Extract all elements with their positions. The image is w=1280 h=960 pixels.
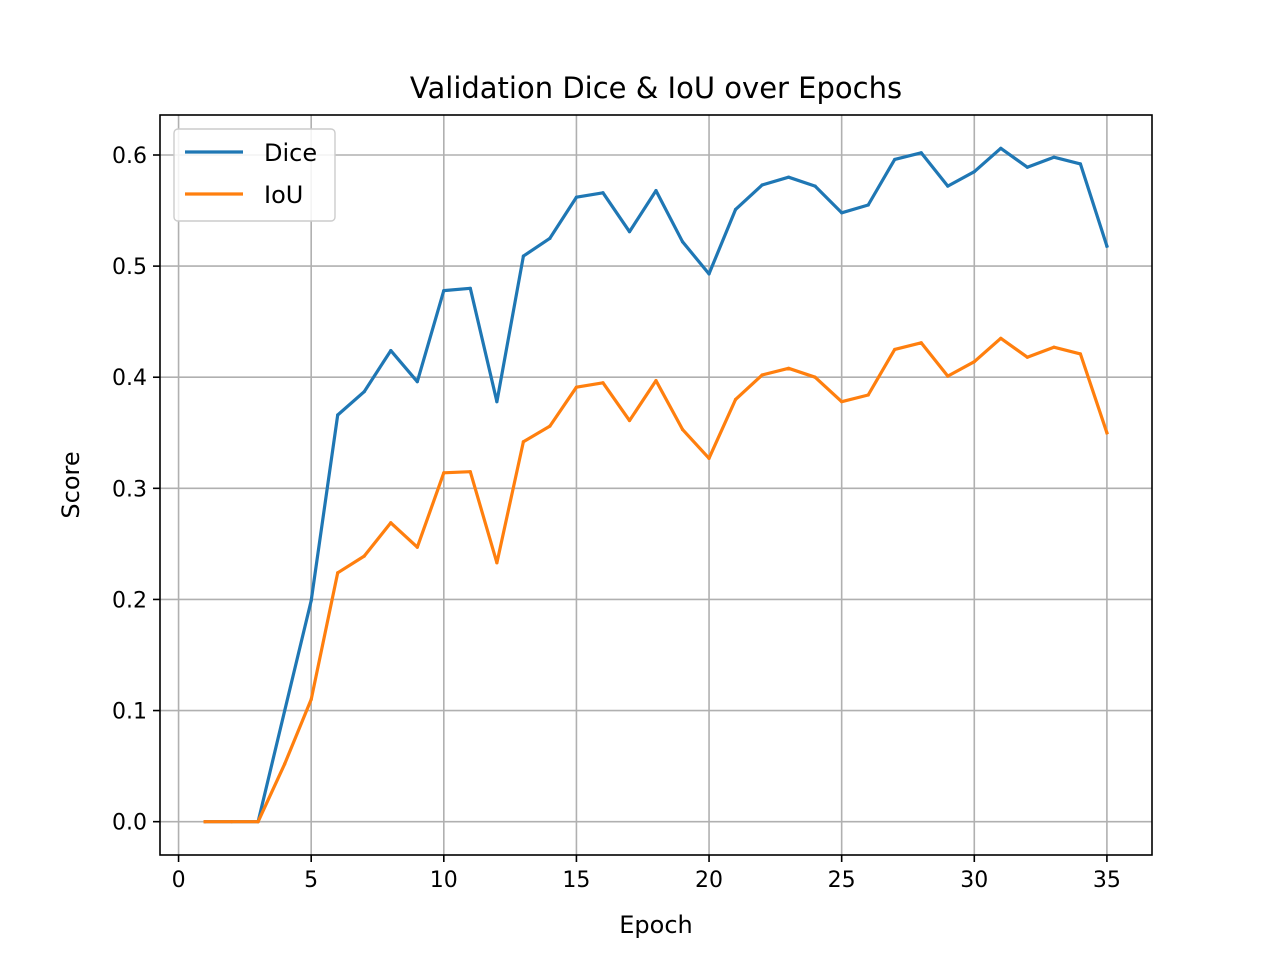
data-point-dice bbox=[415, 380, 419, 384]
data-point-iou bbox=[415, 545, 419, 549]
y-tick-label: 0.2 bbox=[112, 588, 147, 613]
y-axis-label: Score bbox=[57, 451, 85, 518]
data-point-iou bbox=[1105, 431, 1109, 435]
y-tick-label: 0.4 bbox=[112, 366, 147, 391]
legend: Dice IoU bbox=[173, 128, 336, 222]
data-point-dice bbox=[946, 184, 950, 188]
data-point-dice bbox=[893, 157, 897, 162]
data-point-iou bbox=[601, 381, 605, 385]
data-point-iou bbox=[256, 820, 260, 824]
data-point-iou bbox=[627, 418, 632, 423]
data-point-iou bbox=[1052, 345, 1056, 349]
data-point-dice bbox=[1052, 155, 1056, 159]
data-point-iou bbox=[495, 561, 499, 565]
x-tick-label: 30 bbox=[960, 868, 988, 893]
data-point-iou bbox=[362, 554, 366, 558]
y-tick-label: 0.1 bbox=[112, 700, 147, 725]
chart-title: Validation Dice & IoU over Epochs bbox=[410, 71, 902, 105]
legend-label-iou: IoU bbox=[264, 181, 303, 209]
data-point-dice bbox=[919, 151, 923, 155]
data-point-iou bbox=[919, 341, 923, 345]
data-point-dice bbox=[999, 146, 1003, 150]
data-point-iou bbox=[1078, 352, 1082, 356]
data-point-dice bbox=[627, 230, 632, 234]
y-tick-label: 0.5 bbox=[112, 255, 147, 280]
data-point-iou bbox=[866, 393, 870, 397]
x-tick-label: 5 bbox=[304, 868, 318, 893]
y-tick-label: 0.3 bbox=[112, 477, 147, 502]
x-tick-label: 35 bbox=[1093, 868, 1121, 893]
data-point-dice bbox=[336, 413, 340, 417]
x-axis-label: Epoch bbox=[619, 911, 693, 939]
data-point-iou bbox=[813, 375, 817, 379]
data-point-iou bbox=[999, 336, 1003, 340]
data-point-dice bbox=[733, 207, 738, 212]
data-point-dice bbox=[654, 188, 658, 193]
data-point-dice bbox=[283, 708, 287, 713]
x-tick-label: 15 bbox=[562, 868, 590, 893]
data-point-dice bbox=[1078, 162, 1082, 166]
data-point-dice bbox=[521, 254, 525, 258]
data-point-dice bbox=[760, 183, 764, 187]
data-point-iou bbox=[840, 400, 844, 404]
data-point-dice bbox=[840, 211, 844, 215]
series-layer bbox=[203, 146, 1109, 824]
data-point-dice bbox=[1025, 165, 1029, 169]
data-point-dice bbox=[787, 175, 791, 179]
data-point-iou bbox=[230, 820, 234, 824]
data-point-iou bbox=[442, 471, 446, 475]
data-point-iou bbox=[654, 378, 658, 383]
data-point-iou bbox=[1025, 355, 1029, 359]
x-tick-label: 20 bbox=[695, 868, 723, 893]
data-point-iou bbox=[574, 385, 579, 389]
data-point-dice bbox=[495, 400, 499, 404]
data-point-dice bbox=[707, 272, 711, 276]
data-point-iou bbox=[972, 360, 976, 364]
data-point-dice bbox=[442, 288, 446, 293]
data-point-iou bbox=[521, 440, 525, 444]
grid-lines bbox=[160, 115, 1152, 855]
data-point-dice bbox=[362, 390, 366, 394]
data-point-iou bbox=[893, 347, 897, 352]
data-point-iou bbox=[787, 366, 791, 370]
axis-ticks: 0 5 10 15 20 25 30 35 0.0 0.1 0.2 0.3 0.4 0.5 0.6 bbox=[112, 144, 1121, 893]
data-point-iou bbox=[309, 697, 313, 702]
x-tick-label: 25 bbox=[828, 868, 856, 893]
legend-label-dice: Dice bbox=[264, 139, 317, 167]
data-point-dice bbox=[972, 170, 976, 174]
x-tick-label: 0 bbox=[172, 868, 186, 893]
y-tick-label: 0.6 bbox=[112, 144, 147, 169]
data-point-iou bbox=[336, 571, 340, 575]
data-point-iou bbox=[680, 427, 685, 432]
data-point-dice bbox=[680, 240, 685, 244]
y-tick-label: 0.0 bbox=[112, 811, 147, 836]
data-point-iou bbox=[733, 397, 738, 402]
data-point-dice bbox=[1105, 244, 1109, 248]
data-point-dice bbox=[574, 195, 579, 199]
data-point-iou bbox=[468, 470, 472, 474]
x-tick-label: 10 bbox=[430, 868, 458, 893]
data-point-dice bbox=[309, 598, 313, 603]
plot-frame bbox=[159, 114, 1153, 856]
data-point-iou bbox=[389, 521, 393, 525]
data-point-iou bbox=[946, 374, 950, 378]
data-point-dice bbox=[468, 286, 472, 290]
data-point-iou bbox=[283, 762, 287, 766]
data-point-dice bbox=[813, 184, 817, 188]
data-point-iou bbox=[548, 424, 552, 428]
data-point-dice bbox=[866, 203, 870, 207]
data-point-iou bbox=[203, 820, 207, 824]
data-point-dice bbox=[548, 236, 552, 240]
data-point-iou bbox=[707, 456, 711, 460]
data-point-dice bbox=[389, 348, 393, 353]
data-point-iou bbox=[760, 373, 764, 377]
data-point-dice bbox=[601, 191, 605, 195]
